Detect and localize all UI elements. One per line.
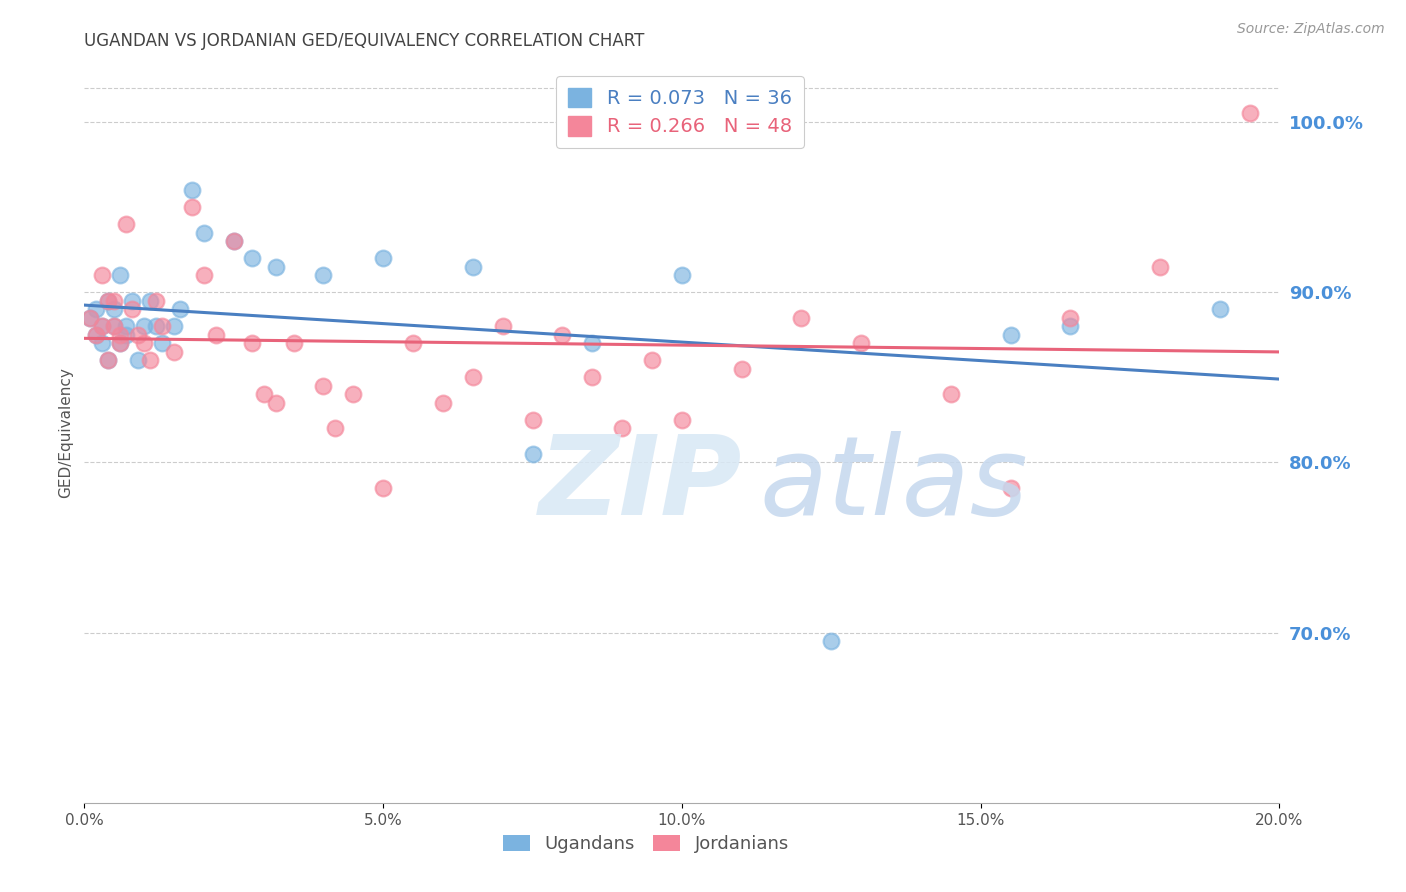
Point xyxy=(132,319,156,334)
Point xyxy=(461,370,484,384)
Point xyxy=(402,336,425,351)
Point xyxy=(641,353,664,368)
Point xyxy=(97,353,120,368)
Point xyxy=(163,344,186,359)
Point xyxy=(121,302,143,317)
Point xyxy=(115,217,138,231)
Point xyxy=(163,319,186,334)
Point xyxy=(115,327,138,342)
Point xyxy=(253,387,276,401)
Point xyxy=(103,319,125,334)
Point xyxy=(205,327,228,342)
Text: atlas: atlas xyxy=(759,431,1028,538)
Point xyxy=(581,370,603,384)
Point xyxy=(110,336,132,351)
Point xyxy=(325,421,347,435)
Point xyxy=(97,293,120,308)
Point xyxy=(97,353,120,368)
Point xyxy=(1239,106,1261,120)
Point xyxy=(86,327,108,342)
Point xyxy=(264,396,287,410)
Point xyxy=(342,387,364,401)
Point xyxy=(373,251,395,265)
Point xyxy=(373,481,395,495)
Point xyxy=(1000,481,1022,495)
Point xyxy=(103,319,125,334)
Point xyxy=(86,327,108,342)
Point xyxy=(222,234,245,248)
Text: Source: ZipAtlas.com: Source: ZipAtlas.com xyxy=(1237,22,1385,37)
Point xyxy=(222,234,245,248)
Point xyxy=(132,336,156,351)
Point xyxy=(1000,327,1022,342)
Point xyxy=(110,268,132,283)
Text: UGANDAN VS JORDANIAN GED/EQUIVALENCY CORRELATION CHART: UGANDAN VS JORDANIAN GED/EQUIVALENCY COR… xyxy=(84,32,645,50)
Y-axis label: GED/Equivalency: GED/Equivalency xyxy=(58,368,73,498)
Point xyxy=(91,336,114,351)
Point xyxy=(110,327,132,342)
Point xyxy=(851,336,873,351)
Point xyxy=(264,260,287,274)
Point xyxy=(91,319,114,334)
Point xyxy=(110,336,132,351)
Point xyxy=(240,336,263,351)
Point xyxy=(820,634,842,648)
Point xyxy=(581,336,603,351)
Point xyxy=(115,319,138,334)
Point xyxy=(193,268,215,283)
Point xyxy=(79,310,101,325)
Point xyxy=(731,361,754,376)
Point xyxy=(1059,310,1081,325)
Point xyxy=(1059,319,1081,334)
Legend: Ugandans, Jordanians: Ugandans, Jordanians xyxy=(496,828,796,861)
Point xyxy=(671,268,693,283)
Point xyxy=(790,310,813,325)
Text: ZIP: ZIP xyxy=(538,431,742,538)
Point xyxy=(312,268,335,283)
Point xyxy=(169,302,191,317)
Point xyxy=(86,302,108,317)
Point xyxy=(139,353,162,368)
Point xyxy=(312,379,335,393)
Point xyxy=(145,319,167,334)
Point xyxy=(492,319,515,334)
Point xyxy=(150,336,173,351)
Point xyxy=(612,421,634,435)
Point xyxy=(671,413,693,427)
Point xyxy=(97,293,120,308)
Point xyxy=(461,260,484,274)
Point xyxy=(121,293,143,308)
Point xyxy=(103,302,125,317)
Point xyxy=(79,310,101,325)
Point xyxy=(432,396,454,410)
Point xyxy=(240,251,263,265)
Point xyxy=(150,319,173,334)
Point xyxy=(522,413,544,427)
Point xyxy=(551,327,574,342)
Point xyxy=(181,200,204,214)
Point xyxy=(283,336,305,351)
Point xyxy=(1149,260,1171,274)
Point xyxy=(193,226,215,240)
Point xyxy=(939,387,962,401)
Point xyxy=(145,293,167,308)
Point xyxy=(91,268,114,283)
Point xyxy=(139,293,162,308)
Point xyxy=(91,319,114,334)
Point xyxy=(1209,302,1232,317)
Point xyxy=(522,447,544,461)
Point xyxy=(181,183,204,197)
Point xyxy=(127,353,149,368)
Point xyxy=(127,327,149,342)
Point xyxy=(103,293,125,308)
